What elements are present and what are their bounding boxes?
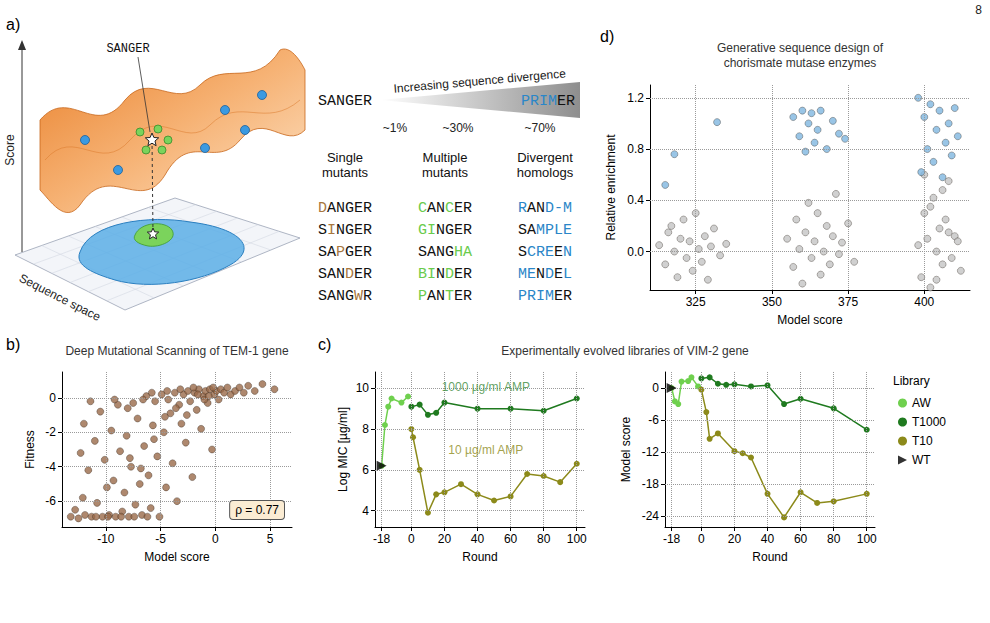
svg-text:mutants: mutants — [322, 165, 369, 180]
svg-text:0: 0 — [408, 532, 415, 546]
svg-text:T1000: T1000 — [912, 415, 946, 429]
svg-text:400: 400 — [914, 295, 934, 309]
svg-text:350: 350 — [762, 295, 782, 309]
svg-text:60: 60 — [504, 532, 518, 546]
svg-text:80: 80 — [537, 532, 551, 546]
svg-text:1000 µg/ml AMP: 1000 µg/ml AMP — [442, 380, 530, 394]
svg-text:375: 375 — [838, 295, 858, 309]
svg-text:8: 8 — [362, 422, 369, 436]
svg-text:Model score: Model score — [777, 313, 843, 327]
svg-text:Score: Score — [3, 134, 17, 166]
svg-text:SAPGER: SAPGER — [318, 244, 372, 261]
svg-text:Library: Library — [893, 374, 930, 388]
svg-text:PRIMER: PRIMER — [521, 93, 575, 110]
svg-text:-12: -12 — [642, 445, 660, 459]
svg-text:a): a) — [6, 16, 20, 33]
svg-text:0: 0 — [652, 381, 659, 395]
svg-text:-5: -5 — [155, 532, 166, 546]
svg-text:SANGHA: SANGHA — [418, 244, 472, 261]
svg-text:0: 0 — [698, 532, 705, 546]
svg-text:AW: AW — [912, 396, 932, 410]
svg-text:-4: -4 — [45, 460, 56, 474]
svg-text:SINGER: SINGER — [318, 222, 372, 239]
svg-text:100: 100 — [857, 532, 877, 546]
svg-text:b): b) — [6, 336, 20, 353]
svg-text:20: 20 — [728, 532, 742, 546]
svg-text:100: 100 — [567, 532, 587, 546]
svg-text:-10: -10 — [97, 532, 115, 546]
svg-text:Generative sequence design of: Generative sequence design of — [717, 41, 884, 55]
svg-text:PANTER: PANTER — [418, 288, 472, 305]
svg-text:SANDER: SANDER — [318, 266, 372, 283]
svg-text:SAMPLE: SAMPLE — [518, 222, 572, 239]
svg-text:d): d) — [600, 28, 614, 45]
svg-text:1.2: 1.2 — [627, 91, 644, 105]
svg-text:Increasing sequence divergence: Increasing sequence divergence — [393, 66, 567, 95]
svg-text:0: 0 — [49, 391, 56, 405]
svg-text:0.0: 0.0 — [627, 245, 644, 259]
svg-text:ρ = 0.77: ρ = 0.77 — [235, 503, 279, 517]
svg-text:-6: -6 — [648, 413, 659, 427]
svg-text:6: 6 — [362, 463, 369, 477]
svg-text:c): c) — [318, 336, 331, 353]
svg-text:Fitness: Fitness — [23, 430, 37, 469]
svg-text:8: 8 — [975, 3, 982, 17]
svg-text:-24: -24 — [642, 509, 660, 523]
svg-text:Round: Round — [752, 550, 787, 564]
svg-text:PRIMER: PRIMER — [518, 288, 572, 305]
svg-text:-18: -18 — [642, 477, 660, 491]
svg-text:-2: -2 — [45, 425, 56, 439]
svg-text:325: 325 — [686, 295, 706, 309]
svg-text:~1%: ~1% — [383, 121, 408, 135]
svg-text:mutants: mutants — [422, 165, 469, 180]
svg-text:~70%: ~70% — [524, 121, 555, 135]
svg-text:-6: -6 — [45, 494, 56, 508]
svg-text:Relative enrichment: Relative enrichment — [604, 134, 618, 241]
svg-text:RAND-M: RAND-M — [518, 200, 572, 217]
svg-text:0.8: 0.8 — [627, 142, 644, 156]
svg-text:Log MIC [µg/ml]: Log MIC [µg/ml] — [336, 407, 350, 492]
svg-text:5: 5 — [267, 532, 274, 546]
svg-text:10 µg/ml AMP: 10 µg/ml AMP — [448, 443, 523, 457]
svg-text:Deep Mutational Scanning of TE: Deep Mutational Scanning of TEM-1 gene — [65, 344, 289, 358]
svg-text:Multiple: Multiple — [423, 150, 468, 165]
svg-text:SANGER: SANGER — [318, 93, 372, 110]
svg-text:SANGER: SANGER — [106, 42, 149, 56]
svg-text:Single: Single — [327, 150, 363, 165]
svg-text:Round: Round — [462, 550, 497, 564]
svg-text:Model score: Model score — [619, 417, 633, 483]
svg-text:4: 4 — [362, 504, 369, 518]
svg-text:CANCER: CANCER — [418, 200, 472, 217]
svg-text:-18: -18 — [663, 532, 681, 546]
svg-text:20: 20 — [438, 532, 452, 546]
svg-text:Model score: Model score — [144, 550, 210, 564]
svg-text:~30%: ~30% — [442, 121, 473, 135]
svg-text:T10: T10 — [912, 434, 933, 448]
svg-text:10: 10 — [356, 381, 370, 395]
svg-text:Experimentally evolved librari: Experimentally evolved libraries of VIM-… — [501, 344, 749, 358]
svg-text:40: 40 — [471, 532, 485, 546]
svg-text:DANGER: DANGER — [318, 200, 372, 217]
svg-text:BINDER: BINDER — [418, 266, 472, 283]
svg-text:Divergent: Divergent — [517, 150, 573, 165]
svg-text:chorismate mutase enzymes: chorismate mutase enzymes — [724, 56, 877, 70]
svg-text:WT: WT — [912, 453, 931, 467]
svg-text:80: 80 — [827, 532, 841, 546]
svg-text:40: 40 — [761, 532, 775, 546]
svg-text:0: 0 — [212, 532, 219, 546]
svg-text:0.4: 0.4 — [627, 193, 644, 207]
svg-text:MENDEL: MENDEL — [518, 266, 572, 283]
svg-text:60: 60 — [794, 532, 808, 546]
svg-text:SANGWR: SANGWR — [318, 288, 372, 305]
svg-text:Sequence space: Sequence space — [17, 271, 103, 324]
svg-text:homologs: homologs — [517, 165, 574, 180]
svg-text:SCREEN: SCREEN — [518, 244, 572, 261]
svg-text:GINGER: GINGER — [418, 222, 472, 239]
svg-text:-18: -18 — [373, 532, 391, 546]
